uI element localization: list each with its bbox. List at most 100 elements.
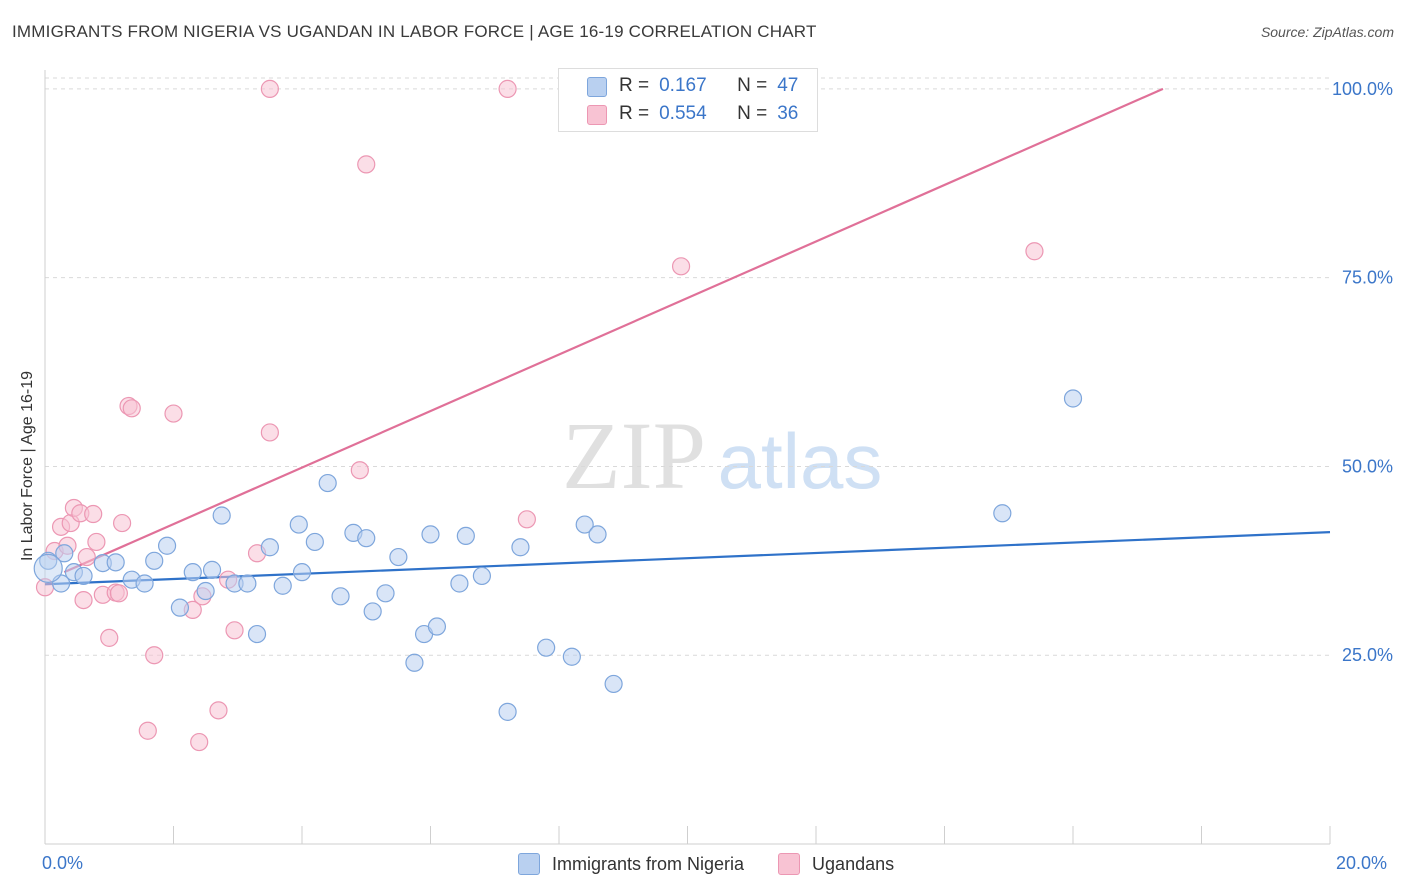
ugandans-point bbox=[517, 510, 536, 529]
y-axis-label: In Labor Force | Age 16-19 bbox=[19, 370, 36, 562]
nigeria-point bbox=[993, 504, 1012, 523]
nigeria-point bbox=[202, 560, 222, 579]
ugandans-point bbox=[87, 532, 106, 552]
nigeria-point bbox=[157, 536, 177, 555]
chart-title: IMMIGRANTS FROM NIGERIA VS UGANDAN IN LA… bbox=[12, 22, 817, 41]
series-legend: Immigrants from Nigeria Ugandans bbox=[518, 852, 928, 876]
nigeria-point bbox=[260, 538, 279, 557]
nigeria-point bbox=[135, 574, 154, 593]
ugandans-point bbox=[260, 423, 279, 442]
nigeria-point bbox=[421, 525, 440, 544]
nigeria-point bbox=[331, 587, 350, 606]
nigeria-point bbox=[389, 547, 408, 567]
nigeria-point bbox=[562, 647, 581, 666]
legend-swatch-ugandans bbox=[587, 105, 607, 125]
nigeria-point bbox=[363, 602, 382, 621]
ugandans-point bbox=[190, 732, 209, 752]
legend-item-ugandans[interactable]: Ugandans bbox=[778, 853, 894, 875]
nigeria-point bbox=[289, 515, 308, 534]
nigeria-point bbox=[170, 598, 190, 617]
ugandans-point bbox=[225, 621, 244, 640]
x-tick-label-max: 20.0% bbox=[1336, 853, 1388, 873]
legend-r-value: 0.554 bbox=[659, 103, 707, 124]
ugandans-point bbox=[671, 257, 691, 276]
y-tick-label: 100.0% bbox=[1332, 79, 1393, 99]
ugandans-point bbox=[77, 547, 96, 567]
nigeria-point bbox=[1063, 389, 1083, 408]
ugandans-point bbox=[109, 584, 128, 603]
nigeria-point bbox=[292, 563, 312, 582]
y-tick-labels: 25.0% 50.0% 75.0% 100.0% bbox=[1332, 79, 1393, 665]
ugandans-point bbox=[1025, 242, 1044, 261]
legend-swatch-ugandans bbox=[778, 853, 801, 875]
legend-r-label: R = bbox=[619, 103, 650, 124]
watermark-atlas: atlas bbox=[718, 417, 883, 505]
ugandans-point bbox=[164, 404, 183, 423]
x-tick-label-min: 0.0% bbox=[42, 853, 84, 873]
legend-label-nigeria: Immigrants from Nigeria bbox=[552, 853, 745, 874]
legend-row-ugandans: R = 0.554 N = 36 bbox=[587, 101, 799, 127]
ugandans-point bbox=[209, 701, 228, 720]
grid-lines bbox=[45, 77, 1330, 656]
axes bbox=[44, 70, 1331, 845]
legend-n-label: N = bbox=[737, 75, 768, 96]
nigeria-trend-line bbox=[44, 531, 1331, 586]
nigeria-point bbox=[273, 576, 292, 595]
legend-r-value: 0.167 bbox=[659, 75, 707, 96]
ugandans-point bbox=[260, 79, 279, 98]
nigeria-point bbox=[74, 566, 93, 586]
ugandans-point bbox=[350, 461, 369, 480]
nigeria-point bbox=[183, 563, 202, 582]
nigeria-point bbox=[106, 553, 125, 572]
legend-n-label: N = bbox=[737, 103, 768, 124]
nigeria-point bbox=[376, 584, 395, 603]
legend-item-nigeria[interactable]: Immigrants from Nigeria bbox=[518, 853, 744, 875]
ugandans-point bbox=[498, 79, 517, 98]
nigeria-point bbox=[427, 617, 447, 636]
nigeria-point bbox=[145, 551, 164, 570]
nigeria-point bbox=[588, 525, 607, 544]
data-points bbox=[33, 79, 1083, 752]
trend-lines bbox=[44, 87, 1331, 586]
legend-swatch-nigeria bbox=[518, 853, 540, 875]
ugandans-trend-line bbox=[63, 87, 1164, 574]
ugandans-point bbox=[138, 721, 157, 740]
nigeria-point bbox=[604, 674, 623, 694]
nigeria-point bbox=[511, 538, 530, 557]
nigeria-point bbox=[39, 551, 58, 570]
nigeria-point bbox=[450, 574, 469, 593]
ugandans-point bbox=[84, 504, 103, 524]
correlation-legend: R = 0.167 N = 47 R = 0.554 N = 36 bbox=[558, 68, 818, 132]
nigeria-point bbox=[196, 581, 215, 601]
ugandans-point bbox=[112, 513, 132, 533]
y-tick-label: 75.0% bbox=[1342, 268, 1393, 288]
nigeria-point bbox=[537, 638, 556, 657]
y-tick-label: 50.0% bbox=[1342, 456, 1393, 476]
nigeria-point bbox=[33, 553, 63, 583]
ugandans-point bbox=[145, 646, 164, 665]
nigeria-point bbox=[456, 526, 475, 546]
nigeria-point bbox=[247, 624, 267, 644]
nigeria-point bbox=[472, 566, 491, 586]
ugandans-point bbox=[122, 399, 141, 418]
nigeria-point bbox=[212, 506, 231, 525]
nigeria-point bbox=[238, 574, 257, 593]
ugandans-point bbox=[100, 628, 119, 647]
nigeria-point bbox=[318, 473, 337, 493]
nigeria-point bbox=[305, 532, 324, 552]
ugandans-point bbox=[357, 155, 376, 174]
nigeria-point bbox=[575, 515, 594, 534]
source-credit: Source: ZipAtlas.com bbox=[1260, 24, 1394, 40]
legend-r-label: R = bbox=[619, 75, 650, 96]
y-tick-label: 25.0% bbox=[1342, 645, 1393, 665]
nigeria-point bbox=[498, 702, 517, 721]
watermark-zip: ZIP bbox=[562, 402, 706, 509]
legend-row-nigeria: R = 0.167 N = 47 bbox=[587, 73, 798, 99]
legend-swatch-nigeria bbox=[587, 77, 607, 97]
nigeria-point bbox=[405, 653, 424, 672]
nigeria-point bbox=[55, 544, 74, 563]
nigeria-point bbox=[357, 529, 376, 548]
ugandans-point bbox=[74, 590, 93, 610]
legend-n-value: 36 bbox=[777, 103, 799, 124]
